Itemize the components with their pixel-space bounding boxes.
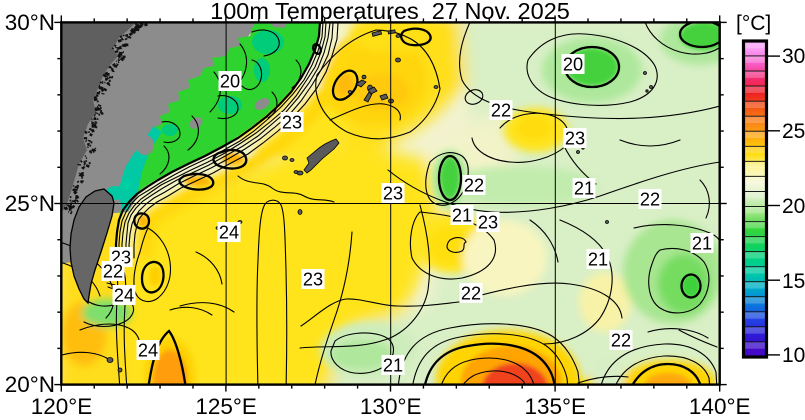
svg-text:15: 15 [782, 270, 805, 293]
svg-text:120°E: 120°E [31, 394, 93, 419]
svg-text:22: 22 [491, 101, 511, 121]
svg-text:10: 10 [782, 344, 805, 367]
svg-text:21: 21 [383, 356, 403, 376]
svg-text:23: 23 [282, 113, 302, 133]
svg-text:140°E: 140°E [689, 394, 751, 419]
svg-text:21: 21 [574, 179, 594, 199]
svg-text:20: 20 [220, 72, 240, 92]
svg-text:25: 25 [782, 120, 805, 143]
svg-text:22: 22 [640, 190, 660, 210]
svg-text:22: 22 [461, 284, 481, 304]
svg-text:20°N: 20°N [5, 372, 55, 397]
svg-text:135°E: 135°E [525, 394, 587, 419]
svg-text:24: 24 [114, 286, 134, 306]
svg-text:20: 20 [782, 195, 805, 218]
svg-text:21: 21 [692, 234, 712, 254]
svg-text:23: 23 [383, 184, 403, 204]
svg-text:21: 21 [588, 250, 608, 270]
svg-text:20: 20 [563, 55, 583, 75]
svg-text:23: 23 [478, 213, 498, 233]
svg-text:22: 22 [103, 262, 123, 282]
svg-text:24: 24 [138, 341, 158, 361]
svg-text:23: 23 [303, 270, 323, 290]
svg-text:130°E: 130°E [360, 394, 422, 419]
svg-text:[°C]: [°C] [736, 12, 771, 35]
svg-text:22: 22 [464, 176, 484, 196]
svg-text:25°N: 25°N [5, 191, 55, 216]
svg-text:21: 21 [452, 206, 472, 226]
svg-text:100m Temperatures 27 Nov. 202: 100m Temperatures 27 Nov. 2025 [210, 0, 570, 24]
svg-text:23: 23 [565, 129, 585, 149]
svg-text:30°N: 30°N [5, 10, 55, 35]
svg-text:24: 24 [219, 223, 239, 243]
svg-text:30: 30 [782, 45, 805, 68]
svg-text:125°E: 125°E [195, 394, 257, 419]
svg-text:22: 22 [611, 331, 631, 351]
